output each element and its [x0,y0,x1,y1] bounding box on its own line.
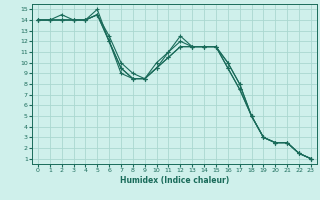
X-axis label: Humidex (Indice chaleur): Humidex (Indice chaleur) [120,176,229,185]
